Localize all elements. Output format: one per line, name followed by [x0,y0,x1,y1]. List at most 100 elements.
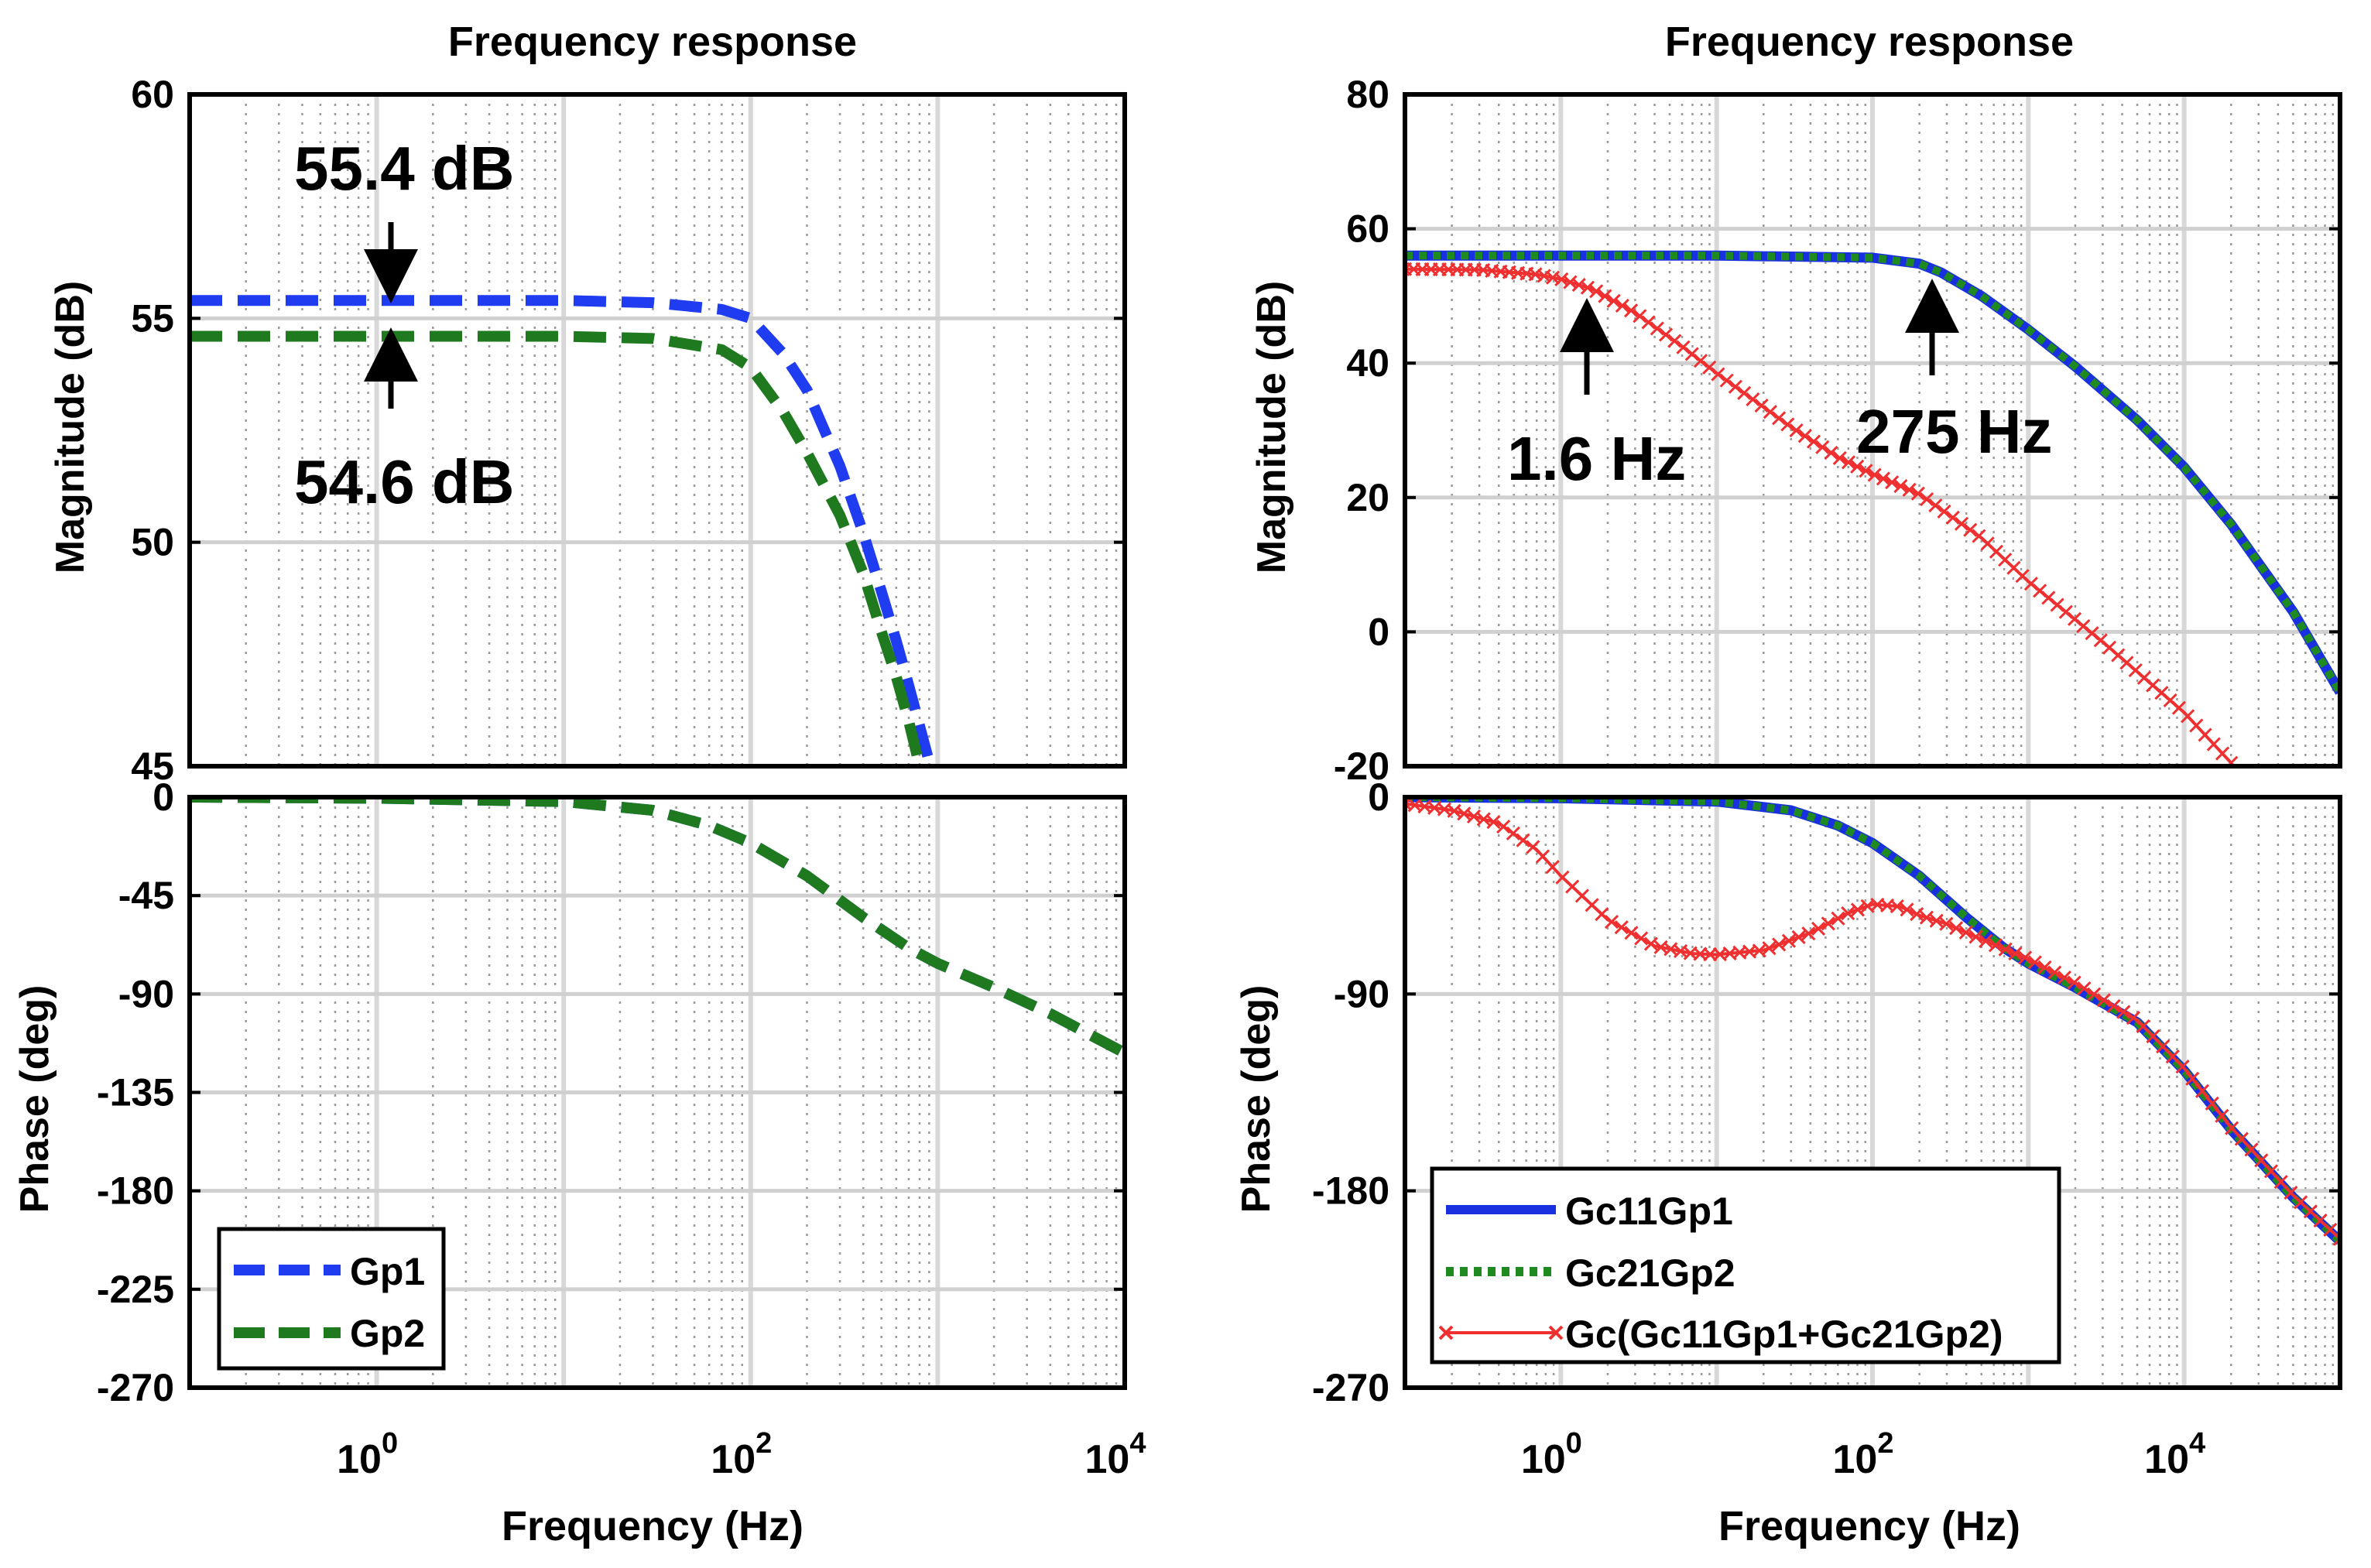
plot-frame [187,795,1127,1390]
series-marker-gc-gc11gp1-gc21gp2 [2037,960,2052,975]
series-marker-gc-gc11gp1-gc21gp2 [2057,970,2072,985]
right-legend: Gc11Gp1 Gc21Gp2 Gc(Gc11Gp1+Gc21Gp2) [1430,1166,2061,1364]
series-marker-gc-gc11gp1-gc21gp2 [1876,471,1890,486]
series-marker-gc-gc11gp1-gc21gp2 [1563,275,1578,289]
y-tick-label: -90 [118,972,174,1015]
series-group [1405,250,2340,766]
series-line-gp2 [190,797,1125,1058]
series-group [190,295,935,766]
series-marker-gc-gc11gp1-gc21gp2 [1937,504,1951,519]
series-marker-gc-gc11gp1-gc21gp2 [1890,899,1904,914]
annotation-54-6-db: 54.6 dB [294,447,515,516]
series-marker-gc-gc11gp1-gc21gp2 [1958,925,1973,940]
series-marker-gc-gc11gp1-gc21gp2 [1939,916,1954,931]
series-marker-gc-gc11gp1-gc21gp2 [1719,373,1734,388]
left-magnitude-plot: 45 50 55 60 [131,73,1127,788]
left-xlabel: Frequency (Hz) [502,1503,803,1549]
series-marker-gc-gc11gp1-gc21gp2 [2185,1071,2200,1086]
series-marker-gc-gc11gp1-gc21gp2 [1949,921,1964,936]
plot-background [190,94,1125,766]
series-marker-gc-gc11gp1-gc21gp2 [1929,913,1944,928]
series-marker-gc-gc11gp1-gc21gp2 [1815,440,1830,454]
legend-gcsum-marker-left [1438,1325,1454,1340]
x-tick-label: 104 [1085,1427,1146,1482]
series-marker-gc-gc11gp1-gc21gp2 [1711,367,1725,382]
series-marker-gc-gc11gp1-gc21gp2 [1841,455,1856,470]
series-marker-gc-gc11gp1-gc21gp2 [1902,482,1917,497]
y-tick-label: -180 [97,1169,174,1213]
series-marker-gc-gc11gp1-gc21gp2 [1693,354,1708,368]
series-marker-gc-gc11gp1-gc21gp2 [1516,833,1530,847]
series-marker-gc-gc11gp1-gc21gp2 [2027,955,2042,970]
x-tick-label: 102 [1833,1427,1894,1482]
right-phase-ylabel: Phase (deg) [1234,985,1279,1214]
legend-gp1-label: Gp1 [350,1250,425,1293]
series-marker-gc-gc11gp1-gc21gp2 [1832,450,1847,465]
y-tick-label: 55 [131,296,174,340]
series-marker-gc-gc11gp1-gc21gp2 [1928,498,1943,513]
y-tick-label: 20 [1346,476,1389,519]
legend-gp2-label: Gp2 [350,1312,425,1355]
series-marker-gc-gc11gp1-gc21gp2 [1762,941,1777,956]
series-marker-gc-gc11gp1-gc21gp2 [1641,315,1656,330]
series-marker-gc-gc11gp1-gc21gp2 [1850,902,1865,917]
series-marker-gc-gc11gp1-gc21gp2 [1806,434,1821,449]
series-marker-gc-gc11gp1-gc21gp2 [2077,981,2092,996]
y-tick-label: 45 [131,745,174,788]
y-tick-label: 0 [1368,610,1389,653]
series-marker-gc-gc11gp1-gc21gp2 [1667,334,1682,348]
series-marker-gc-gc11gp1-gc21gp2 [1684,347,1699,361]
series-marker-gc-gc11gp1-gc21gp2 [1746,392,1760,407]
series-marker-gc-gc11gp1-gc21gp2 [1571,278,1586,293]
series-marker-gc-gc11gp1-gc21gp2 [1486,814,1501,830]
series-marker-gc-gc11gp1-gc21gp2 [1447,803,1461,818]
series-marker-gc-gc11gp1-gc21gp2 [1554,272,1569,287]
series-marker-gc-gc11gp1-gc21gp2 [2096,993,2111,1008]
right-title: Frequency response [1665,19,2074,65]
series-marker-gc-gc11gp1-gc21gp2 [2224,755,2239,766]
series-marker-gc-gc11gp1-gc21gp2 [1614,920,1629,935]
series-marker-gc-gc11gp1-gc21gp2 [2008,946,2023,961]
series-marker-gc-gc11gp1-gc21gp2 [1954,516,1969,531]
left-title: Frequency response [448,19,857,65]
series-marker-gc-gc11gp1-gc21gp2 [1728,379,1742,394]
series-marker-gc-gc11gp1-gc21gp2 [1831,911,1845,926]
series-marker-gc-gc11gp1-gc21gp2 [1763,405,1777,419]
series-marker-gc-gc11gp1-gc21gp2 [1658,327,1674,342]
series-marker-gc-gc11gp1-gc21gp2 [1797,429,1812,443]
series-marker-gc-gc11gp1-gc21gp2 [1580,280,1595,295]
series-marker-gc-gc11gp1-gc21gp2 [1676,340,1691,354]
series-marker-gc-gc11gp1-gc21gp2 [1643,936,1658,951]
series-marker-gc-gc11gp1-gc21gp2 [1988,938,2003,953]
right-magnitude-ylabel: Magnitude (dB) [1249,281,1294,573]
series-marker-gc-gc11gp1-gc21gp2 [1624,303,1639,318]
series-marker-gc-gc11gp1-gc21gp2 [2215,1108,2229,1123]
series-marker-gc-gc11gp1-gc21gp2 [1466,809,1482,823]
series-marker-gc-gc11gp1-gc21gp2 [1850,459,1865,474]
y-tick-label: -180 [1312,1169,1389,1213]
series-marker-gc-gc11gp1-gc21gp2 [1841,906,1855,921]
series-marker-gc-gc11gp1-gc21gp2 [1900,902,1914,917]
right-magnitude-plot: -20 0 20 40 60 80 [1334,73,2342,788]
y-tick-label: 50 [131,521,174,564]
series-marker-gc-gc11gp1-gc21gp2 [2332,1231,2340,1246]
legend-gcsum-label: Gc(Gc11Gp1+Gc21Gp2) [1565,1313,2003,1356]
series-marker-gc-gc11gp1-gc21gp2 [2195,1084,2210,1098]
plot-frame [187,92,1127,769]
series-line-gp1 [190,295,935,763]
y-tick-label: -20 [1334,745,1389,788]
series-marker-gc-gc11gp1-gc21gp2 [1772,411,1787,426]
series-marker-gc-gc11gp1-gc21gp2 [1801,926,1816,941]
x-tick-label: 104 [2144,1427,2205,1482]
series-marker-gc-gc11gp1-gc21gp2 [1634,931,1649,946]
series-marker-gc-gc11gp1-gc21gp2 [1476,812,1491,827]
y-tick-label: -270 [97,1366,174,1409]
series-marker-gc-gc11gp1-gc21gp2 [1821,916,1835,931]
series-marker-gc-gc11gp1-gc21gp2 [1737,385,1752,400]
series-marker-gc-gc11gp1-gc21gp2 [1781,933,1796,948]
series-marker-gc-gc11gp1-gc21gp2 [1789,423,1804,438]
annotation-1-6-hz: 1.6 Hz [1507,424,1686,493]
series-marker-gc-gc11gp1-gc21gp2 [1650,321,1664,336]
series-marker-gc-gc11gp1-gc21gp2 [1919,910,1934,925]
